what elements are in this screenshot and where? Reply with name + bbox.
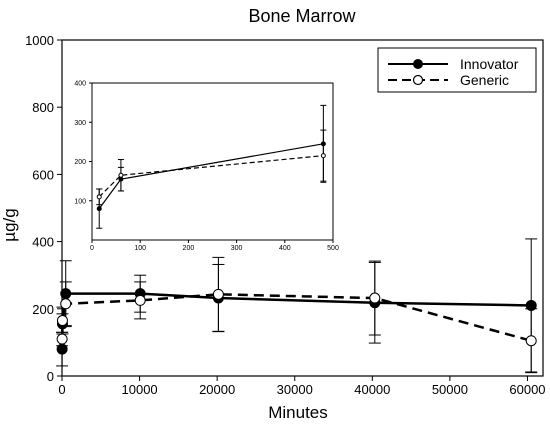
x-tick-label: 10000 xyxy=(122,382,158,397)
inset-data-point-generic xyxy=(96,194,102,200)
data-point-generic xyxy=(134,294,146,306)
inset-y-tick-label: 200 xyxy=(74,159,86,166)
inset-data-point-generic xyxy=(320,153,326,159)
data-point-generic xyxy=(525,335,537,347)
inset-y-tick-label: 300 xyxy=(74,120,86,127)
x-tick-label: 50000 xyxy=(432,382,468,397)
inset-y-tick-label: 400 xyxy=(74,81,86,88)
inset-plot: 0 100 200 300 400 500 100 200 300 400 xyxy=(74,81,339,253)
data-point-innovator xyxy=(525,299,537,311)
data-point-innovator xyxy=(60,288,72,300)
inset-y-tick-label: 100 xyxy=(74,198,86,205)
y-tick-label: 600 xyxy=(32,167,54,182)
legend-marker-innovator xyxy=(413,59,423,69)
inset-x-tick-label: 300 xyxy=(231,245,243,252)
legend-box xyxy=(377,47,537,93)
data-point-generic xyxy=(212,288,224,300)
inset-x-tick-label: 0 xyxy=(90,245,94,252)
x-axis-label: Minutes xyxy=(268,403,328,422)
x-tick-label: 30000 xyxy=(277,382,313,397)
legend-label-innovator: Innovator xyxy=(460,56,519,72)
y-tick-label: 800 xyxy=(32,100,54,115)
inset-series-line-generic xyxy=(98,155,324,198)
legend-marker-generic xyxy=(412,74,424,86)
x-tick-label: 20000 xyxy=(199,382,235,397)
inset-x-tick-label: 100 xyxy=(134,245,146,252)
legend: Innovator Generic xyxy=(377,47,537,93)
inset-x-tick-label: 400 xyxy=(279,245,291,252)
inset-plot-frame xyxy=(91,82,334,241)
inset-data-point-innovator xyxy=(96,206,102,212)
inset-x-tick-label: 200 xyxy=(183,245,195,252)
data-point-generic xyxy=(56,333,68,345)
y-tick-label: 0 xyxy=(47,369,54,384)
data-point-innovator xyxy=(56,343,68,355)
chart-title: Bone Marrow xyxy=(248,6,356,26)
x-tick-label: 60000 xyxy=(509,382,545,397)
data-point-generic xyxy=(56,315,68,327)
y-tick-label: 200 xyxy=(32,302,54,317)
x-tick-label: 0 xyxy=(58,382,65,397)
main-plot: 0 10000 20000 30000 40000 50000 60000020040060… xyxy=(25,33,545,397)
x-tick-label: 40000 xyxy=(354,382,390,397)
inset-data-point-generic xyxy=(118,172,124,178)
y-tick-label: 400 xyxy=(32,235,54,250)
y-axis-label: µg/g xyxy=(0,208,19,241)
data-point-generic xyxy=(369,292,381,304)
inset-x-tick-label: 500 xyxy=(327,245,339,252)
inset-data-point-innovator xyxy=(320,141,326,147)
data-point-generic xyxy=(60,298,72,310)
inset-data-point-innovator xyxy=(118,176,124,182)
legend-label-generic: Generic xyxy=(460,72,509,88)
main-plot-frame xyxy=(61,39,544,377)
y-tick-label: 1000 xyxy=(25,33,54,48)
